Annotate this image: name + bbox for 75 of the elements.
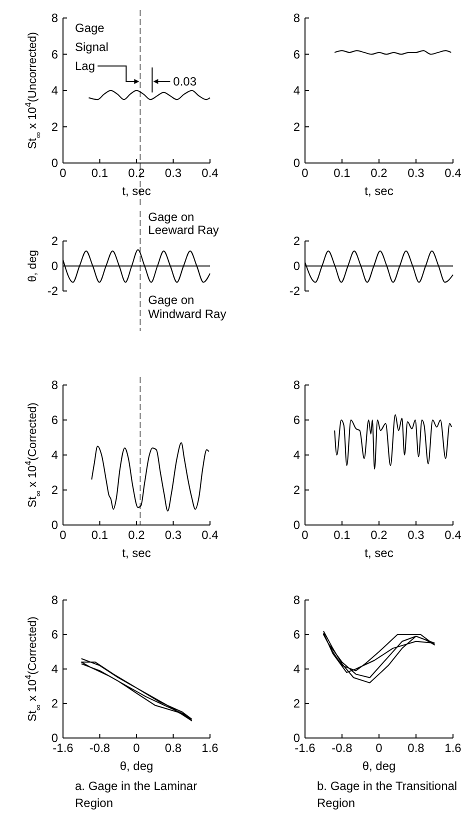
x-tick-label: 0 [302, 528, 309, 542]
y-axis-title: θ, deg [27, 250, 39, 282]
y-tick-label: 4 [51, 662, 58, 676]
x-tick-label: 0.2 [128, 528, 146, 542]
y-tick-label: 6 [51, 413, 58, 427]
text: Gage on Leeward Ray [148, 210, 219, 237]
x-tick-label: 0.4 [444, 528, 462, 542]
annotation: 0.03 [173, 74, 197, 88]
x-tick-label: 0.3 [408, 166, 425, 180]
y-tick-label: 8 [293, 593, 300, 607]
x-tick-label: 1.6 [202, 741, 219, 755]
x-tick-label: 0.2 [128, 166, 146, 180]
y-tick-label: 2 [293, 696, 300, 710]
y-tick-label: -2 [289, 284, 300, 298]
x-tick-label: 0.3 [164, 166, 182, 180]
y-tick-label: 2 [293, 120, 300, 134]
text: Gage on Windward Ray [148, 293, 226, 321]
y-tick-label: 2 [51, 483, 58, 497]
x-tick-label: -0.8 [89, 741, 110, 755]
x-tick-label: 0 [376, 741, 383, 755]
y-tick-label: 0 [51, 518, 58, 532]
y-tick-label: 8 [51, 593, 58, 607]
y-tick-label: 0 [293, 156, 300, 170]
y-tick-label: 6 [51, 628, 58, 642]
y-tick-label: 4 [51, 448, 58, 462]
y-tick-label: 4 [293, 662, 300, 676]
x-tick-label: 0.8 [164, 741, 182, 755]
y-tick-label: 2 [51, 234, 58, 248]
x-tick-label: -0.8 [332, 741, 353, 755]
x-axis-title: θ, deg [120, 759, 154, 773]
y-tick-label: 8 [51, 378, 58, 392]
y-tick-label: 8 [293, 378, 300, 392]
x-tick-label: 0.2 [370, 166, 388, 180]
y-tick-label: 0 [51, 156, 58, 170]
x-tick-label: 0.1 [91, 166, 108, 180]
y-tick-label: 8 [51, 11, 58, 25]
y-tick-label: 2 [51, 120, 58, 134]
y-tick-label: 6 [293, 413, 300, 427]
y-tick-label: 0 [293, 259, 300, 273]
text: b. Gage in the Transitional Region [317, 779, 458, 810]
text: a. Gage in the Laminar Region [75, 779, 198, 810]
x-axis-title: t, sec [364, 184, 394, 198]
x-tick-label: 0 [302, 166, 309, 180]
annotation: Gage Signal Lag [75, 21, 108, 73]
x-tick-label: 0.1 [91, 528, 108, 542]
x-tick-label: 0.4 [202, 528, 219, 542]
x-tick-label: 0.3 [164, 528, 182, 542]
x-tick-label: 0.3 [408, 528, 425, 542]
x-tick-label: 0.2 [370, 528, 388, 542]
y-tick-label: 2 [51, 696, 58, 710]
x-axis-title: t, sec [364, 546, 394, 560]
x-tick-label: 0 [60, 528, 67, 542]
x-tick-label: 0 [133, 741, 140, 755]
y-tick-label: 2 [293, 483, 300, 497]
x-axis-title: θ, deg [362, 759, 396, 773]
x-tick-label: 0.1 [334, 528, 351, 542]
y-tick-label: 8 [293, 11, 300, 25]
y-tick-label: 6 [293, 47, 300, 62]
x-axis-title: t, sec [122, 546, 151, 560]
y-tick-label: 6 [293, 628, 300, 642]
x-tick-label: 0.1 [334, 166, 351, 180]
x-axis-title: t, sec [122, 184, 151, 198]
y-tick-label: 4 [51, 84, 58, 98]
y-tick-label: -2 [47, 284, 58, 298]
x-tick-label: 0 [60, 166, 67, 180]
y-tick-label: 0 [293, 518, 300, 532]
y-tick-label: 0 [51, 259, 58, 273]
y-tick-label: 4 [293, 448, 300, 462]
x-tick-label: 1.6 [444, 741, 462, 755]
y-tick-label: 2 [293, 234, 300, 248]
x-tick-label: 0.8 [408, 741, 425, 755]
x-tick-label: 0.4 [202, 166, 219, 180]
x-tick-label: 0.4 [444, 166, 462, 180]
y-tick-label: 4 [293, 84, 300, 98]
y-tick-label: 6 [51, 47, 58, 62]
